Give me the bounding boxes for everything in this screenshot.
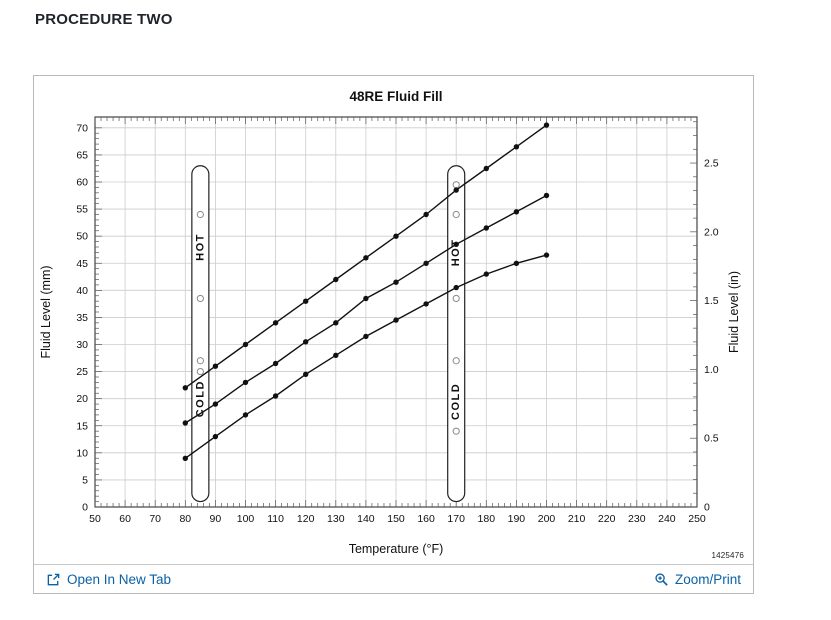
svg-text:35: 35 <box>76 312 88 324</box>
svg-text:60: 60 <box>119 513 131 525</box>
svg-text:COLD: COLD <box>194 380 206 417</box>
open-in-new-tab-label: Open In New Tab <box>67 571 172 587</box>
viewer-toolbar: Open In New Tab Zoom/Print <box>34 564 753 593</box>
svg-text:25: 25 <box>76 366 88 378</box>
document-panel: 50 60 70 80 90 100 110 120 130 140 150 160 170 180 190… <box>33 75 754 594</box>
svg-text:Fluid Level (in): Fluid Level (in) <box>727 271 741 353</box>
svg-text:60: 60 <box>76 177 88 189</box>
svg-text:1.0: 1.0 <box>704 364 719 376</box>
svg-text:50: 50 <box>76 231 88 243</box>
fluid-fill-chart: 50 60 70 80 90 100 110 120 130 140 150 160 170 180 190… <box>35 80 751 565</box>
svg-text:230: 230 <box>628 513 646 525</box>
svg-text:10: 10 <box>76 447 88 459</box>
svg-text:HOT: HOT <box>194 233 206 261</box>
svg-text:100: 100 <box>237 513 255 525</box>
svg-text:20: 20 <box>76 393 88 405</box>
svg-text:45: 45 <box>76 258 88 270</box>
svg-text:140: 140 <box>357 513 375 525</box>
svg-text:Temperature (°F): Temperature (°F) <box>349 542 444 556</box>
zoom-print-label: Zoom/Print <box>674 571 741 587</box>
document-number: 1425476 <box>711 551 744 560</box>
open-in-new-tab-link[interactable]: Open In New Tab <box>46 572 171 587</box>
svg-text:40: 40 <box>76 285 88 297</box>
svg-text:80: 80 <box>179 513 191 525</box>
svg-text:55: 55 <box>76 204 88 216</box>
svg-text:2.5: 2.5 <box>704 158 719 170</box>
svg-text:5: 5 <box>82 474 88 486</box>
svg-text:0: 0 <box>704 502 710 514</box>
zoom-icon <box>654 572 669 587</box>
svg-text:30: 30 <box>76 339 88 351</box>
svg-text:150: 150 <box>387 513 405 525</box>
svg-text:90: 90 <box>210 513 222 525</box>
svg-text:2.0: 2.0 <box>704 226 719 238</box>
svg-text:Fluid Level (mm): Fluid Level (mm) <box>39 265 53 358</box>
svg-text:170: 170 <box>447 513 465 525</box>
svg-text:120: 120 <box>297 513 315 525</box>
open-in-new-tab-icon <box>46 572 61 587</box>
svg-text:70: 70 <box>76 122 88 134</box>
svg-text:200: 200 <box>538 513 556 525</box>
svg-text:180: 180 <box>478 513 496 525</box>
zoom-print-link[interactable]: Zoom/Print <box>654 572 741 587</box>
svg-text:130: 130 <box>327 513 345 525</box>
svg-text:COLD: COLD <box>450 383 462 420</box>
svg-text:190: 190 <box>508 513 526 525</box>
svg-text:0.5: 0.5 <box>704 433 719 445</box>
page-title: PROCEDURE TWO <box>35 11 173 28</box>
svg-text:0: 0 <box>82 502 88 514</box>
svg-text:210: 210 <box>568 513 586 525</box>
svg-text:220: 220 <box>598 513 616 525</box>
svg-text:240: 240 <box>658 513 676 525</box>
svg-text:65: 65 <box>76 149 88 161</box>
svg-text:15: 15 <box>76 420 88 432</box>
svg-text:160: 160 <box>417 513 435 525</box>
svg-text:50: 50 <box>89 513 101 525</box>
svg-text:110: 110 <box>267 513 284 525</box>
svg-text:250: 250 <box>688 513 706 525</box>
svg-text:1.5: 1.5 <box>704 295 719 307</box>
svg-text:70: 70 <box>149 513 161 525</box>
svg-text:48RE Fluid Fill: 48RE Fluid Fill <box>349 89 442 104</box>
